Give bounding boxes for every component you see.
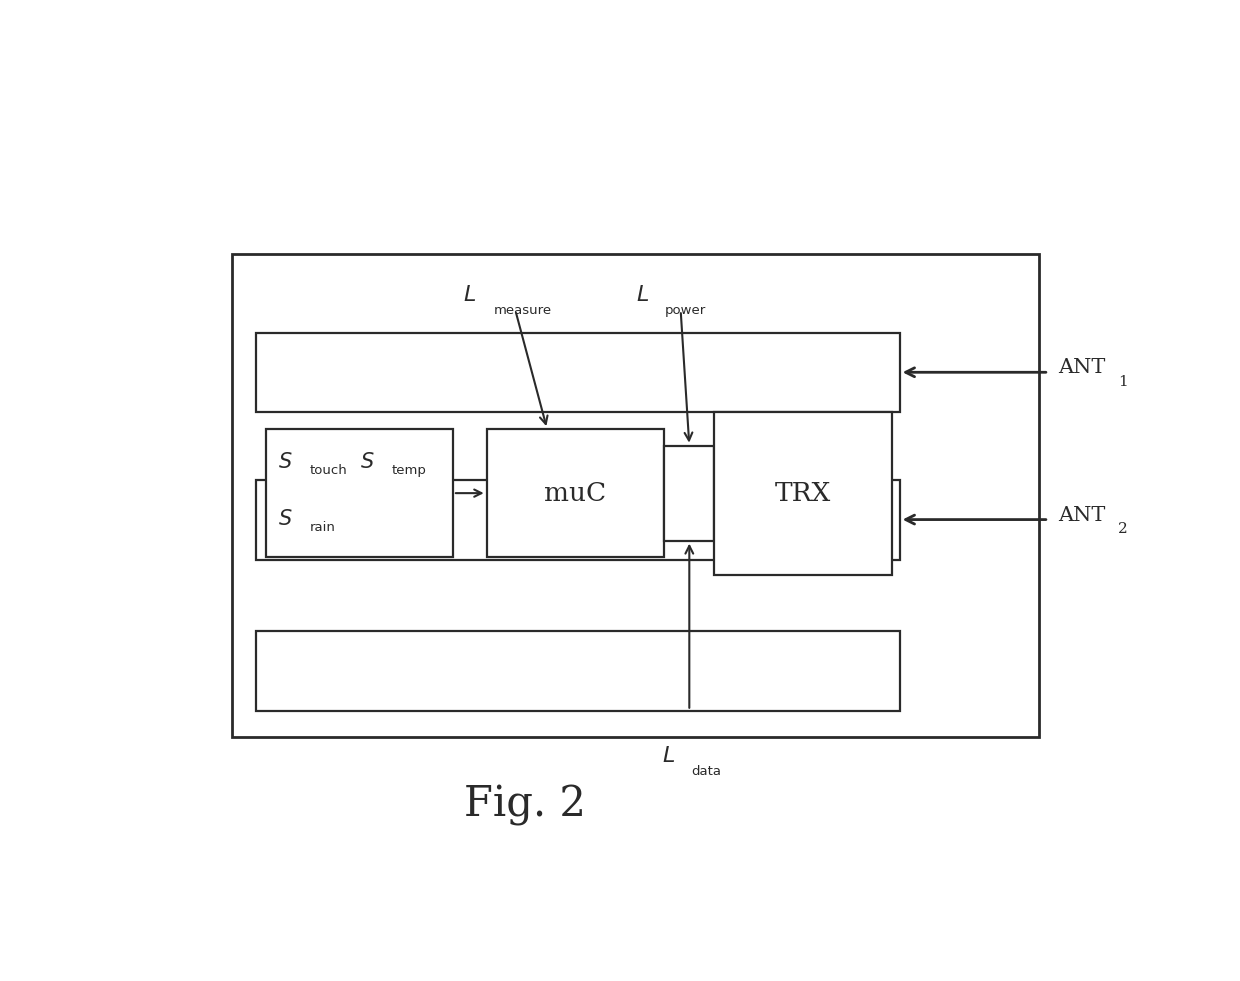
Text: ANT: ANT xyxy=(1059,358,1106,378)
Text: 1: 1 xyxy=(1118,375,1127,389)
Text: $L$: $L$ xyxy=(635,285,649,305)
Bar xyxy=(714,412,892,575)
Bar xyxy=(255,333,900,412)
Text: data: data xyxy=(691,764,722,778)
Text: temp: temp xyxy=(392,464,427,477)
Text: TRX: TRX xyxy=(775,481,831,506)
Text: Fig. 2: Fig. 2 xyxy=(464,784,587,826)
Text: 2: 2 xyxy=(1118,523,1127,537)
Bar xyxy=(232,254,1039,737)
Text: $S$: $S$ xyxy=(278,509,293,529)
Text: $L$: $L$ xyxy=(463,285,476,305)
Text: ANT: ANT xyxy=(1059,505,1106,525)
Bar xyxy=(265,429,453,557)
Text: $L$: $L$ xyxy=(662,746,676,766)
Bar xyxy=(665,445,714,541)
Text: power: power xyxy=(665,304,706,317)
Bar xyxy=(486,429,665,557)
Text: measure: measure xyxy=(495,304,552,317)
Text: $S$: $S$ xyxy=(360,452,374,472)
Text: touch: touch xyxy=(310,464,347,477)
Bar xyxy=(255,632,900,710)
Text: rain: rain xyxy=(310,521,336,534)
Text: muC: muC xyxy=(544,481,606,505)
Text: $S$: $S$ xyxy=(278,452,293,472)
Bar xyxy=(255,481,900,559)
